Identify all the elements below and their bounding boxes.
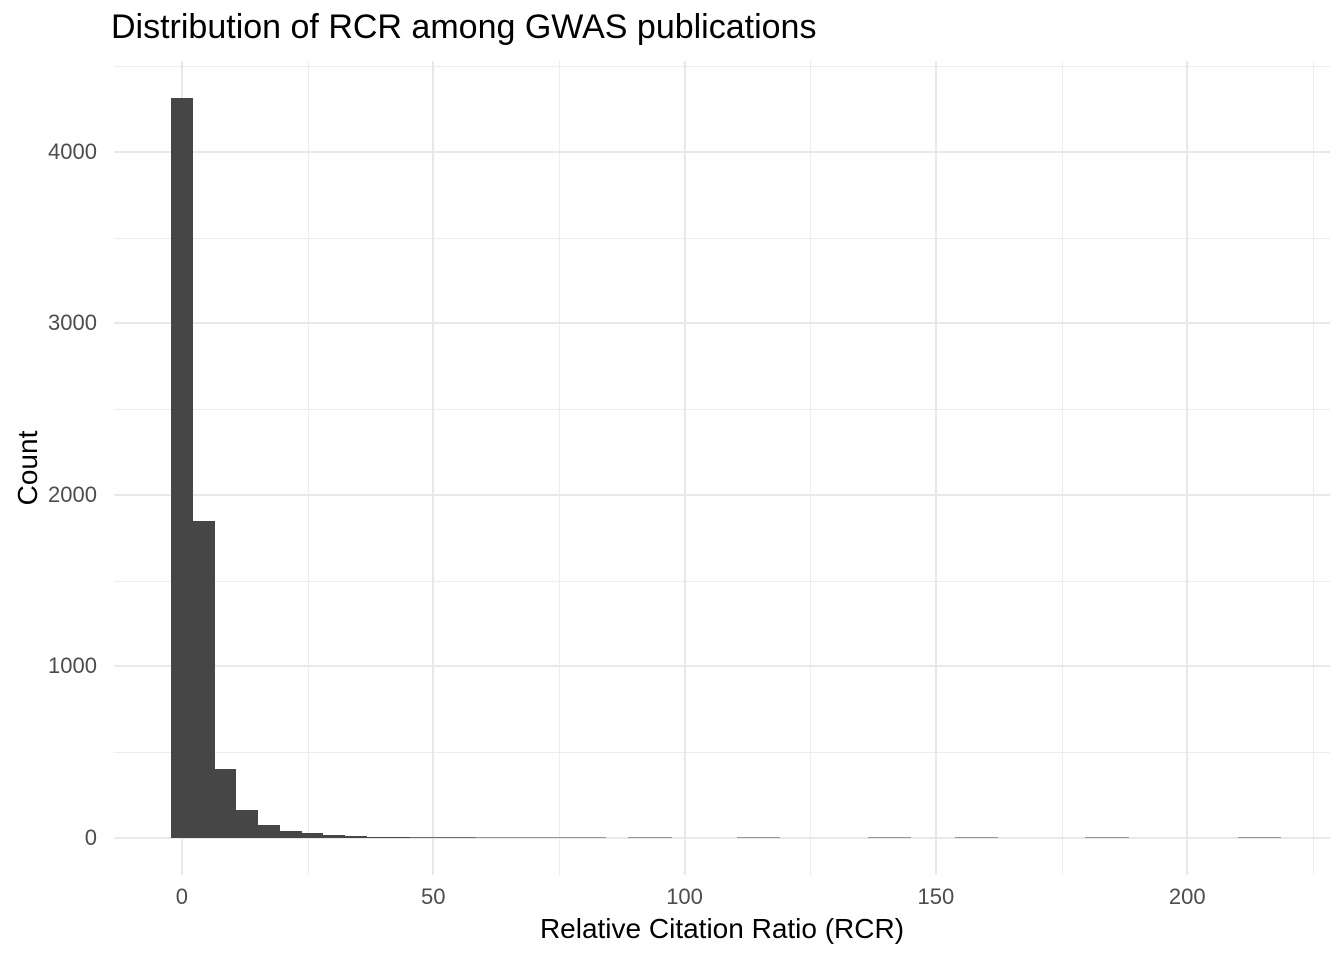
histogram-bar bbox=[453, 837, 476, 838]
histogram-bar bbox=[323, 834, 346, 838]
histogram-bar bbox=[345, 835, 367, 838]
gridline-x-minor bbox=[1061, 61, 1063, 875]
x-tick-label: 0 bbox=[175, 884, 188, 909]
histogram-bar bbox=[170, 98, 193, 838]
gridline-x-major bbox=[1186, 61, 1189, 875]
gridline-x-minor bbox=[810, 61, 812, 875]
histogram-bar bbox=[432, 837, 454, 838]
x-tick-label: 100 bbox=[666, 884, 703, 909]
histogram-bar bbox=[736, 837, 759, 838]
gridline-x-minor bbox=[558, 61, 560, 875]
histogram-bar bbox=[236, 810, 259, 838]
histogram-bar bbox=[628, 837, 650, 838]
y-tick-label: 4000 bbox=[48, 138, 97, 164]
histogram-bar bbox=[867, 837, 890, 838]
y-tick-label: 3000 bbox=[48, 310, 97, 336]
histogram-bar bbox=[541, 837, 563, 838]
histogram-bar bbox=[562, 837, 585, 838]
histogram-bar bbox=[976, 837, 999, 838]
gridline-x-major bbox=[432, 61, 435, 875]
gridline-y-major bbox=[114, 322, 1330, 325]
gridline-y-major bbox=[114, 665, 1330, 668]
histogram-bar bbox=[258, 824, 280, 838]
gridline-y-major bbox=[114, 150, 1330, 153]
histogram-bar bbox=[1106, 837, 1129, 838]
gridline-x-major bbox=[683, 61, 686, 875]
gridline-y-minor bbox=[114, 66, 1330, 68]
histogram-bar bbox=[889, 837, 912, 838]
plot-panel bbox=[114, 61, 1330, 875]
gridline-y-major bbox=[114, 837, 1330, 839]
x-axis-title: Relative Citation Ratio (RCR) bbox=[539, 913, 905, 944]
histogram-bar bbox=[1259, 837, 1282, 838]
gridline-y-minor bbox=[114, 237, 1330, 239]
histogram-bar bbox=[1237, 837, 1260, 838]
gridline-y-major bbox=[114, 493, 1330, 496]
histogram-bar bbox=[388, 836, 411, 838]
gridline-x-minor bbox=[307, 61, 309, 875]
x-tick-label: 150 bbox=[917, 884, 955, 909]
x-tick-label: 50 bbox=[420, 884, 446, 909]
y-tick-label: 2000 bbox=[48, 481, 97, 507]
histogram-bar bbox=[497, 837, 520, 838]
histogram-bar bbox=[410, 837, 433, 838]
x-tick-label: 200 bbox=[1168, 884, 1206, 909]
histogram-bar bbox=[649, 837, 672, 838]
y-tick-label: 0 bbox=[84, 825, 97, 850]
histogram-bar bbox=[475, 837, 498, 838]
chart-title: Distribution of RCR among GWAS publicati… bbox=[111, 8, 817, 46]
histogram-bar bbox=[366, 836, 389, 838]
y-tick-label: 1000 bbox=[48, 653, 97, 679]
gridline-x-major bbox=[934, 61, 937, 875]
y-axis-title: Count bbox=[12, 430, 43, 506]
histogram-bar bbox=[301, 833, 324, 838]
gridline-x-minor bbox=[1312, 61, 1314, 875]
gridline-y-minor bbox=[114, 752, 1330, 754]
histogram-bar bbox=[279, 830, 302, 838]
gridline-y-minor bbox=[114, 409, 1330, 411]
histogram-bar bbox=[584, 837, 607, 838]
histogram-bar bbox=[954, 837, 977, 838]
histogram-bar bbox=[1085, 837, 1107, 838]
histogram-bar bbox=[519, 837, 541, 838]
gridline-y-minor bbox=[114, 580, 1330, 582]
histogram-bar bbox=[214, 769, 237, 838]
histogram-bar bbox=[758, 837, 781, 838]
histogram-bar bbox=[192, 521, 215, 838]
